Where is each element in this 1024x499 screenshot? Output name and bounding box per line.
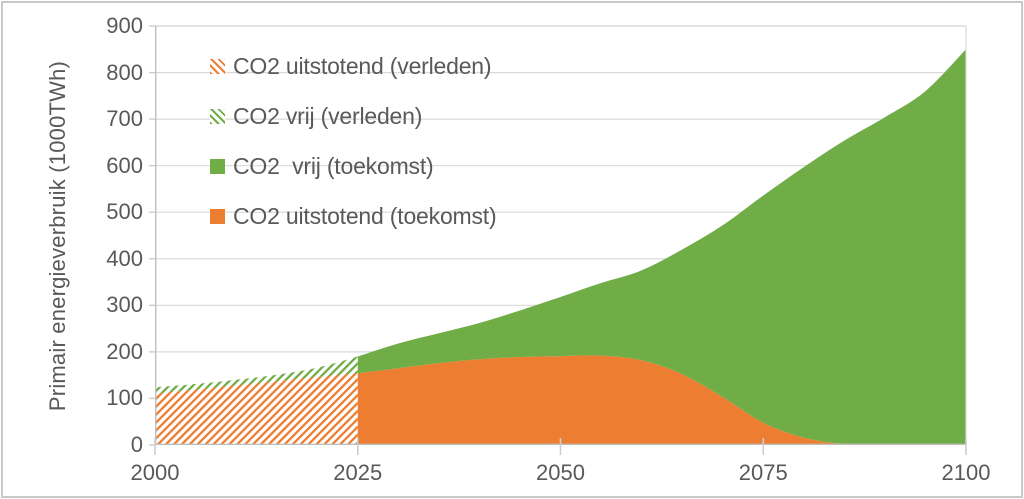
legend-swatch-solid-orange <box>210 208 225 224</box>
y-tick-label: 700 <box>106 106 143 132</box>
stacked-area-plot <box>149 25 967 455</box>
y-tick-label: 500 <box>106 199 143 225</box>
legend-label: CO2 vrij (verleden) <box>233 102 423 129</box>
legend-swatch-hatch-green <box>210 108 225 124</box>
legend-item: CO2 vrij (toekomst) <box>210 152 434 179</box>
legend-label: CO2 vrij (toekomst) <box>233 152 434 179</box>
plot-area <box>149 25 967 460</box>
legend-item: CO2 uitstotend (verleden) <box>210 52 492 79</box>
legend-swatch-hatch-orange <box>210 58 225 74</box>
x-tick-label: 2025 <box>333 460 383 485</box>
future-co2-emitting-area <box>357 355 966 445</box>
future-co2-free-area <box>357 49 966 446</box>
legend-swatch-solid-green <box>210 158 225 174</box>
y-tick-label: 100 <box>106 385 143 411</box>
y-tick-label: 300 <box>106 292 143 318</box>
y-tick-label: 900 <box>106 13 143 38</box>
y-tick-label: 0 <box>130 432 143 457</box>
x-tick-label: 2075 <box>738 460 788 485</box>
y-tick-label: 200 <box>106 338 143 364</box>
x-tick-label: 2100 <box>941 460 991 485</box>
y-axis-title: Primair energieverbruik (1000TWh) <box>45 60 70 412</box>
past-co2-free-area <box>155 356 358 394</box>
legend-item: CO2 uitstotend (toekomst) <box>210 202 497 229</box>
y-tick-label: 400 <box>106 245 143 271</box>
y-tick-label: 800 <box>106 59 143 85</box>
legend-label: CO2 uitstotend (toekomst) <box>233 202 497 229</box>
y-tick-label: 600 <box>106 152 143 178</box>
legend-item: CO2 vrij (verleden) <box>210 103 422 129</box>
x-tick-label: 2000 <box>130 460 180 485</box>
x-tick-label: 2050 <box>536 460 585 485</box>
legend-label: CO2 uitstotend (verleden) <box>233 52 492 79</box>
past-co2-emitting-area <box>155 373 358 445</box>
